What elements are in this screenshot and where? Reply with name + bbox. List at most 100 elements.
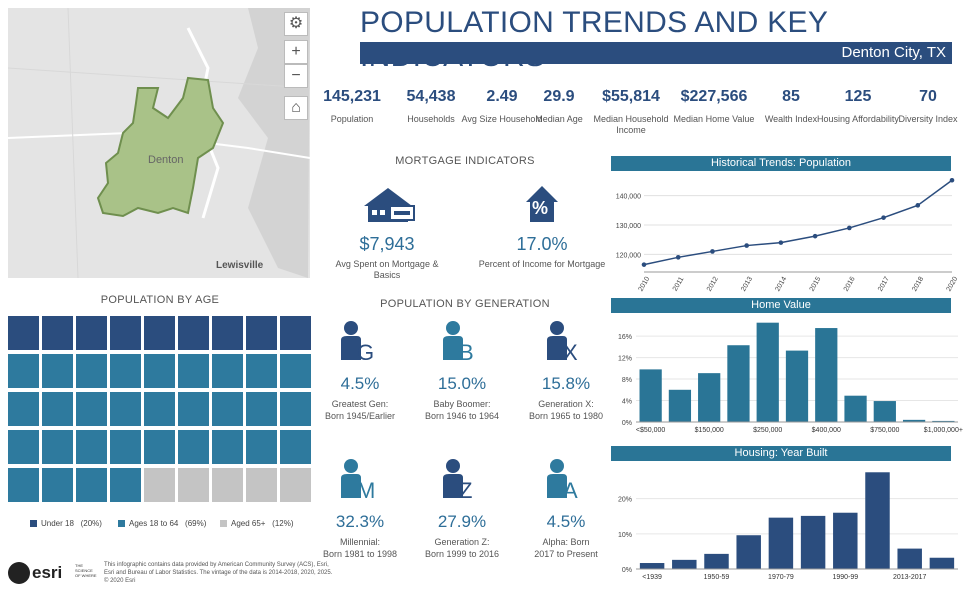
x-tick-label: 1970-79: [768, 574, 794, 581]
waffle-cell: [42, 392, 73, 426]
kpi-value: $55,814: [602, 88, 660, 105]
generation-letter: Z: [459, 478, 473, 503]
waffle-cell: [8, 392, 39, 426]
waffle-cell: [8, 430, 39, 464]
x-tick-label: <1939: [642, 574, 662, 581]
generation-line-2: 2017 to Present: [534, 549, 598, 559]
kpi-4: $55,814 Median Household Income: [587, 88, 675, 136]
waffle-cell: [246, 354, 277, 388]
generation-line-1: Generation Z:: [434, 537, 490, 547]
zoom-out-button[interactable]: −: [284, 64, 308, 88]
x-tick-label: $400,000: [812, 427, 841, 434]
legend-label: Aged 65+: [231, 519, 266, 528]
legend-swatch: [30, 520, 37, 527]
generation-title: POPULATION BY GENERATION: [380, 298, 550, 310]
legend-label: Ages 18 to 64: [129, 519, 179, 528]
footer-line-2: Esri and Bureau of Labor Statistics. The…: [104, 570, 333, 576]
waffle-cell: [178, 316, 209, 350]
year-built-chart: 0% 10% 20% <1939 1950-59 1970-79 1990-99 2013-2…: [618, 472, 958, 581]
data-point: [778, 240, 784, 245]
bar: [736, 535, 761, 569]
kpi-value: 29.9: [543, 88, 575, 105]
bar: [727, 345, 750, 422]
bar: [639, 563, 665, 569]
location-label: Denton City, TX: [841, 44, 947, 61]
bar: [800, 515, 826, 569]
generation-item-5: A 4.5% Alpha: Born 2017 to Present: [518, 456, 614, 560]
legend-pct: (12%): [272, 519, 294, 528]
waffle-cell: [178, 392, 209, 426]
kpi-value: 70: [919, 88, 937, 105]
generation-letter: M: [357, 478, 376, 503]
data-point: [915, 203, 921, 208]
legend-pct: (69%): [185, 519, 207, 528]
esri-tagline: THE SCIENCE OF WHERE: [75, 563, 97, 578]
generation-value: 32.3%: [335, 512, 385, 531]
map-canvas: [8, 8, 310, 278]
bar: [815, 328, 838, 422]
waffle-cell: [178, 468, 209, 502]
bar: [768, 517, 794, 569]
x-tick-label: 2010: [638, 276, 652, 292]
percent-glyph: %: [532, 198, 549, 218]
waffle-cell: [110, 316, 141, 350]
generation-item-3: M 32.3% Millennial: Born 1981 to 1998: [312, 456, 408, 560]
x-tick-label: 2015: [809, 276, 823, 292]
generation-line-2: Born 1946 to 1964: [424, 411, 500, 421]
zoom-in-button[interactable]: +: [284, 40, 308, 64]
generation-item-4: Z 27.9% Generation Z: Born 1999 to 2016: [414, 456, 510, 560]
x-tick-label: $150,000: [695, 427, 724, 434]
generation-letter: G: [357, 340, 375, 365]
kpi-8: 70 Diversity Index: [884, 88, 966, 125]
generation-line-1: Greatest Gen:: [331, 399, 389, 409]
kpi-label: Diversity Index: [898, 114, 958, 124]
y-tick-label: 130,000: [616, 223, 641, 230]
legend-item: Under 18 (20%): [30, 519, 102, 528]
generation-line-1: Millennial:: [339, 537, 381, 547]
esri-logo: esri: [32, 563, 63, 582]
kpi-label: Housing Affordability: [817, 114, 899, 124]
settings-gear-icon[interactable]: ⚙: [284, 12, 308, 36]
waffle-cell: [110, 430, 141, 464]
kpi-label: Median Household Income: [593, 114, 669, 135]
person-icon: M: [337, 456, 383, 506]
y-tick-label: 16%: [618, 334, 632, 341]
generation-item-2: X 15.8% Generation X: Born 1965 to 1980: [518, 318, 614, 422]
waffle-cell: [280, 316, 311, 350]
generation-letter: X: [563, 340, 578, 365]
person-icon: B: [439, 318, 485, 368]
kpi-value: 54,438: [406, 88, 456, 105]
kpi-label: Median Home Value: [673, 114, 755, 124]
population-line: [643, 179, 953, 266]
kpi-0: 145,231 Population: [308, 88, 396, 125]
waffle-cell: [42, 468, 73, 502]
x-tick-label: $250,000: [753, 427, 782, 434]
waffle-cell: [110, 354, 141, 388]
waffle-cell: [144, 430, 175, 464]
waffle-cell: [246, 392, 277, 426]
generation-value: 15.0%: [437, 374, 487, 393]
home-icon[interactable]: ⌂: [284, 96, 308, 120]
kpi-2: 2.49 Avg Size Household: [458, 88, 546, 125]
bar: [639, 369, 662, 422]
generation-letter: B: [459, 340, 474, 365]
data-point: [881, 215, 886, 220]
map-view[interactable]: Denton Lewisville ⚙ + − ⌂: [8, 8, 310, 278]
waffle-cell: [280, 392, 311, 426]
house-percent-icon: %: [524, 184, 560, 224]
waffle-cell: [212, 468, 243, 502]
bar: [932, 420, 955, 422]
waffle-cell: [76, 430, 107, 464]
legend-pct: (20%): [80, 519, 102, 528]
x-tick-label: 1950-59: [704, 574, 730, 581]
kpi-value: $227,566: [680, 88, 748, 105]
person-icon: A: [543, 456, 589, 506]
waffle-cell: [8, 354, 39, 388]
data-point: [641, 262, 647, 267]
generation-letter: A: [563, 478, 578, 503]
age-waffle: [8, 316, 312, 506]
bar: [698, 373, 721, 422]
waffle-cell: [76, 468, 107, 502]
y-tick-label: 0%: [622, 420, 632, 427]
x-tick-label: 2011: [672, 276, 686, 292]
